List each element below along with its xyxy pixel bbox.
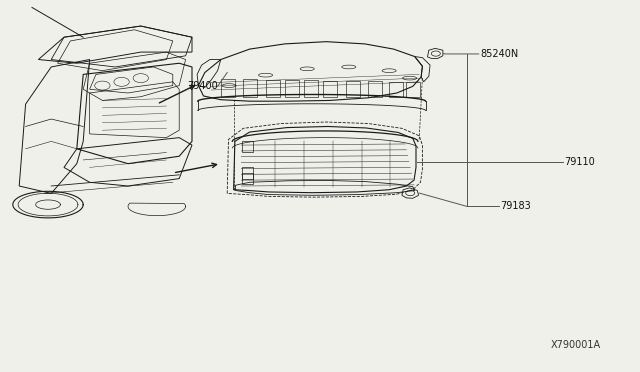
Bar xyxy=(406,82,420,97)
Bar xyxy=(242,173,253,184)
Text: X790001A: X790001A xyxy=(550,340,600,350)
Bar xyxy=(221,79,235,97)
Bar xyxy=(346,81,360,97)
Bar xyxy=(243,79,257,97)
Text: 85240N: 85240N xyxy=(480,49,518,58)
Bar xyxy=(304,80,318,97)
Text: 79110: 79110 xyxy=(564,157,595,167)
Bar xyxy=(285,80,299,97)
Bar xyxy=(242,167,253,179)
Bar xyxy=(242,141,253,152)
Bar xyxy=(368,81,382,97)
Bar xyxy=(389,82,403,97)
Bar xyxy=(266,80,280,97)
Text: 79400: 79400 xyxy=(187,81,218,90)
Bar xyxy=(323,81,337,97)
Text: 79183: 79183 xyxy=(500,202,531,211)
